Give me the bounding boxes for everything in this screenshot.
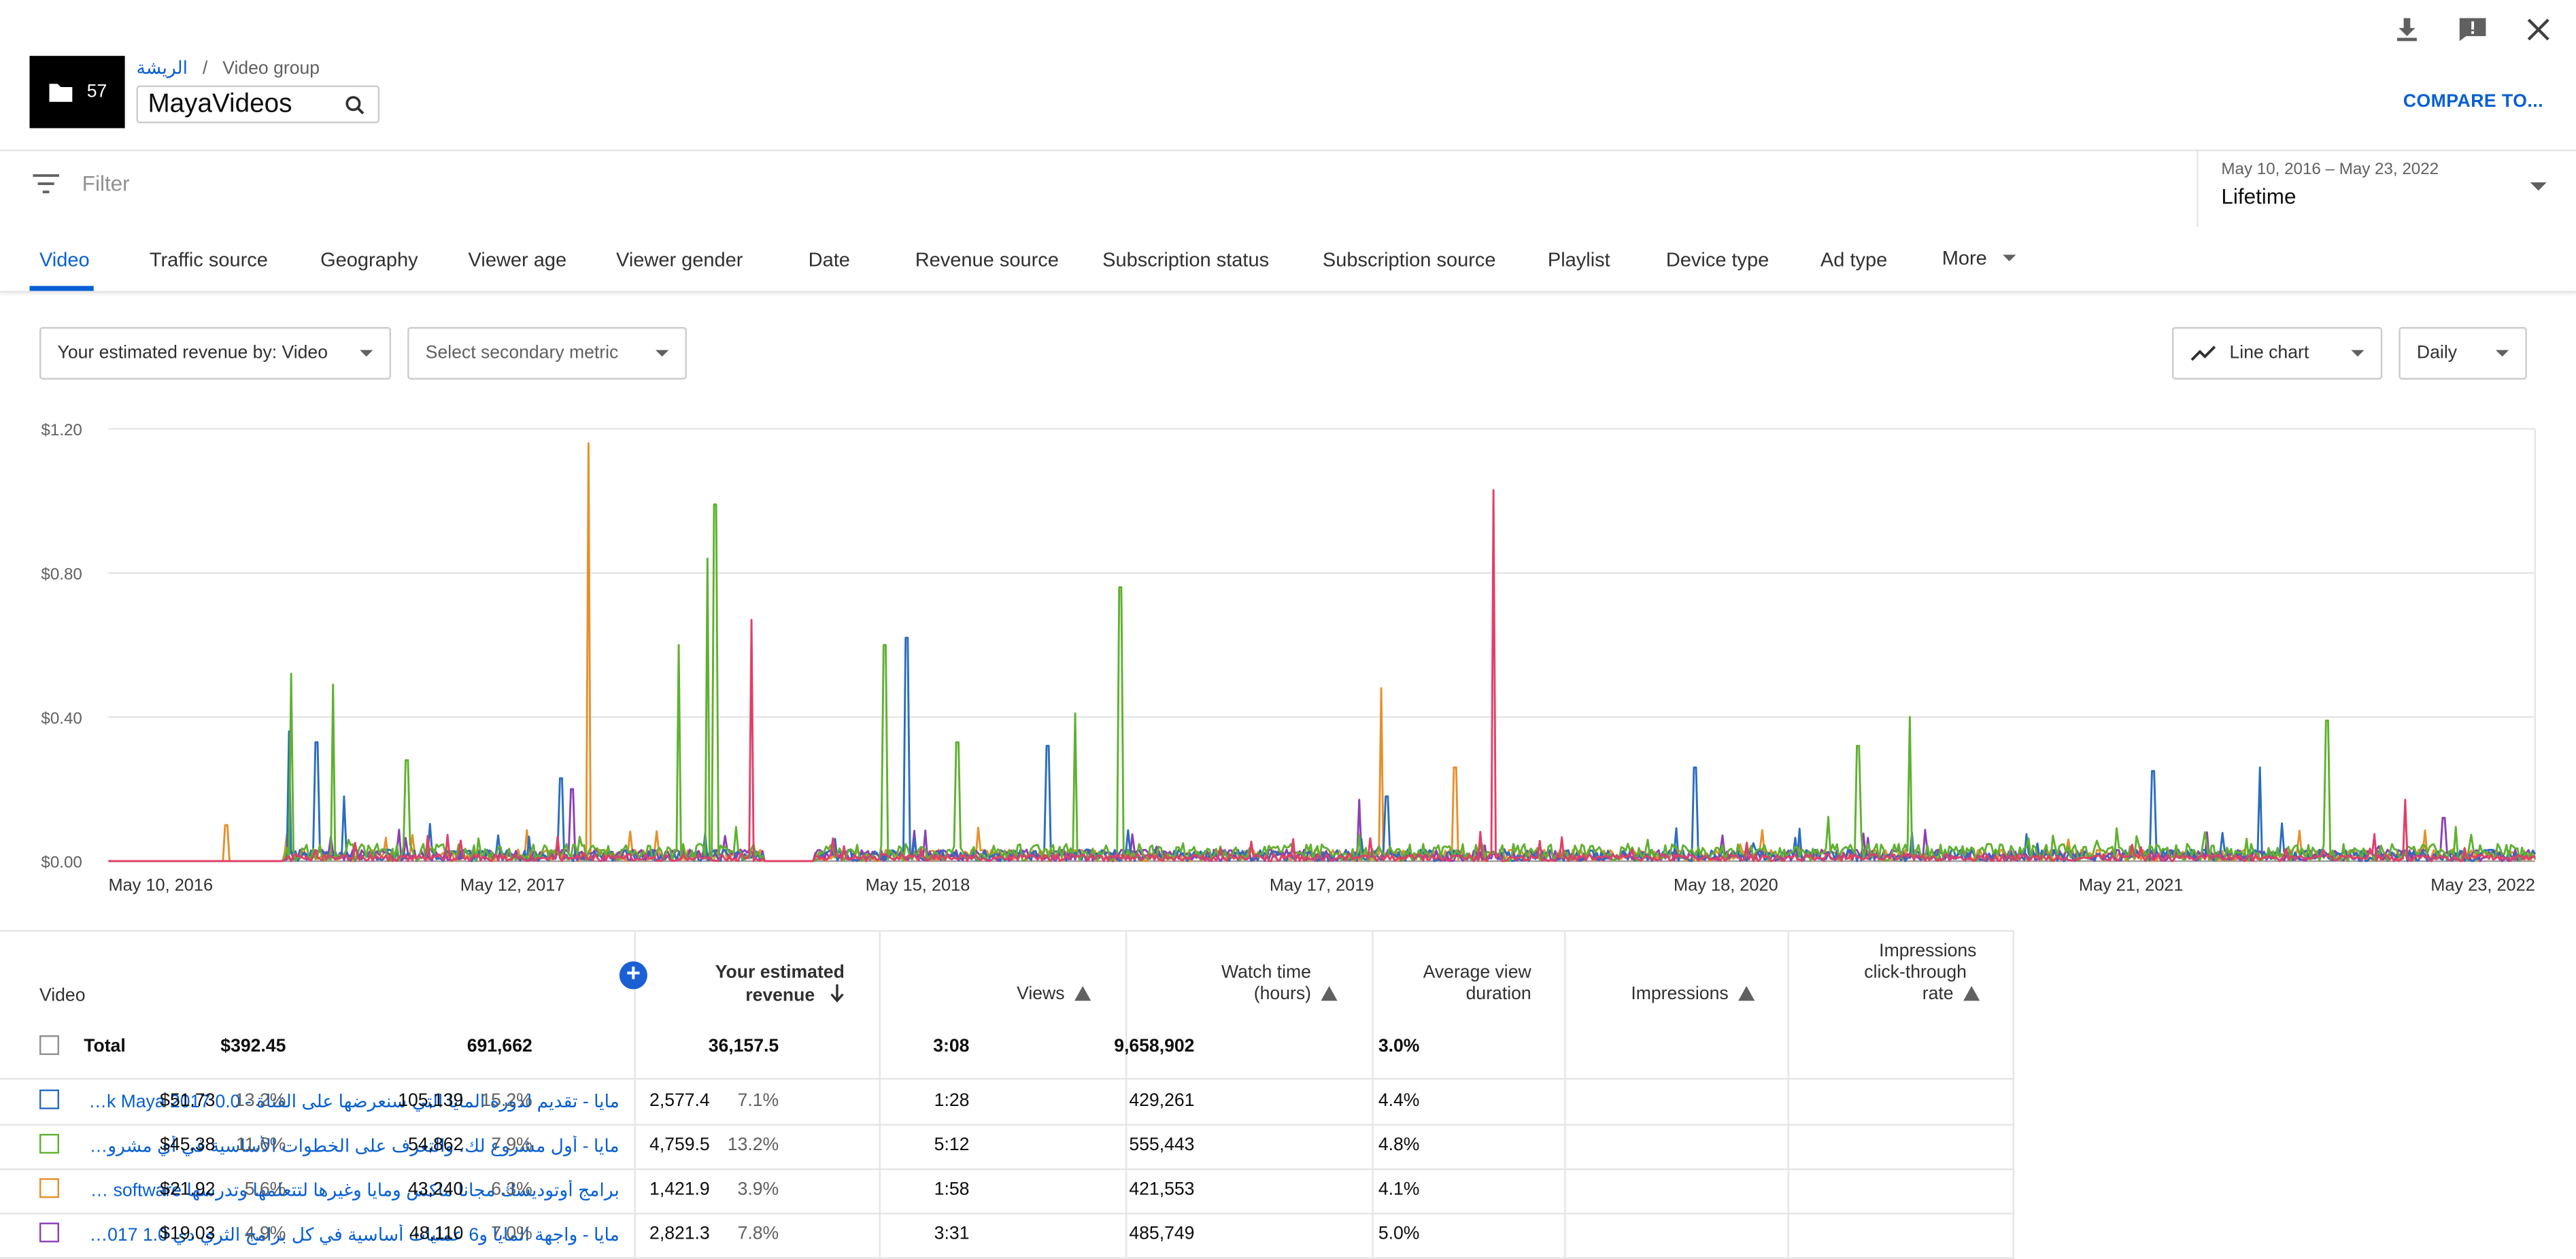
x-tick-label: May 12, 2017 — [460, 875, 565, 894]
y-tick-label: $0.00 — [41, 854, 82, 872]
table-row[interactable]: برامج أوتوديسك مجانا ماكس ومايا وغيرها ل… — [0, 1169, 2015, 1215]
select-all-checkbox[interactable] — [39, 1035, 59, 1056]
compare-to-button[interactable]: COMPARE TO... — [2403, 92, 2543, 112]
x-tick-label: May 18, 2020 — [1674, 875, 1778, 894]
row-checkbox[interactable] — [39, 1222, 59, 1243]
warning-icon[interactable] — [1074, 986, 1091, 1001]
x-tick-label: May 10, 2016 — [108, 875, 213, 894]
tab-more[interactable]: More — [1942, 246, 2016, 269]
tab-subscription-status[interactable]: Subscription status — [1102, 248, 1270, 271]
feedback-icon[interactable] — [2458, 15, 2487, 44]
tab-date[interactable]: Date — [808, 248, 850, 271]
series-line[interactable] — [108, 503, 2536, 862]
chevron-down-icon — [2351, 350, 2365, 357]
x-tick-label: May 21, 2021 — [2079, 875, 2184, 894]
series-line[interactable] — [108, 637, 2537, 862]
series-line[interactable] — [108, 489, 2536, 862]
tab-viewer-age[interactable]: Viewer age — [468, 248, 567, 271]
tab-device-type[interactable]: Device type — [1665, 248, 1769, 271]
date-range-label: Lifetime — [2221, 184, 2297, 209]
tab-video[interactable]: Video — [39, 248, 90, 271]
row-checkbox[interactable] — [39, 1178, 59, 1198]
table-row[interactable]: مايا - أول مشروع لك، والتعرف على الخطوات… — [0, 1124, 2015, 1171]
column-header-views[interactable]: Views — [1017, 984, 1091, 1005]
total-row: Total $392.45 691,662 36,157.5 3:08 9,65… — [0, 1015, 2015, 1080]
tab-geography[interactable]: Geography — [320, 248, 418, 271]
video-count: 57 — [86, 82, 107, 102]
granularity-select[interactable]: Daily — [2399, 326, 2527, 380]
add-metric-button[interactable]: + — [619, 960, 647, 990]
tab-ad-type[interactable]: Ad type — [1820, 248, 1888, 271]
table-row[interactable]: مايا - واجهة المايا و6 عمليات أساسية في … — [0, 1213, 2015, 1259]
close-icon[interactable] — [2524, 15, 2553, 44]
tab-subscription-source[interactable]: Subscription source — [1322, 248, 1496, 271]
line-chart-icon — [2190, 346, 2216, 361]
revenue-line-chart[interactable]: $1.20 $0.80 $0.40 $0.00 May 10, 2016 May 12, … — [0, 403, 2576, 912]
folder-icon — [49, 83, 73, 101]
filter-bar[interactable]: Filter — [33, 171, 130, 196]
group-name-field[interactable]: MayaVideos — [136, 85, 380, 124]
group-thumbnail: 57 — [29, 56, 125, 129]
search-icon[interactable] — [345, 95, 365, 114]
chevron-down-icon — [2495, 350, 2509, 357]
column-header-watch-time[interactable]: Watch time (hours) — [1221, 963, 1338, 1006]
primary-metric-select[interactable]: Your estimated revenue by: Video — [39, 326, 392, 380]
breadcrumb-channel-link[interactable]: الريشة — [136, 58, 188, 79]
chevron-down-icon — [655, 350, 669, 357]
filter-icon[interactable] — [33, 173, 59, 193]
chevron-down-icon — [2002, 254, 2016, 262]
video-table: Video + Your estimated revenue Views Wat… — [0, 930, 2576, 1259]
dimension-tabs: Video Traffic source Geography Viewer ag… — [0, 230, 2576, 293]
filter-input[interactable]: Filter — [82, 171, 130, 196]
table-row[interactable]: مايا - تقديم لدورة المايا التي سنعرضها ع… — [0, 1079, 2015, 1126]
chart-type-select[interactable]: Line chart — [2171, 326, 2383, 380]
date-range-selector[interactable]: May 10, 2016 – May 23, 2022 Lifetime — [2197, 149, 2576, 227]
column-header-revenue[interactable]: Your estimated revenue — [715, 962, 845, 1006]
tab-traffic-source[interactable]: Traffic source — [149, 248, 268, 271]
column-header-average-view-duration[interactable]: Average view duration — [1423, 962, 1531, 1005]
breadcrumb-current: Video group — [222, 58, 320, 79]
divider — [0, 149, 2576, 152]
sort-descending-icon[interactable] — [830, 984, 845, 1003]
chevron-down-icon — [2530, 182, 2547, 191]
chevron-down-icon — [360, 350, 373, 357]
column-header-ctr[interactable]: Impressions click-through rate — [1864, 941, 1980, 1005]
breadcrumb: الريشة / Video group — [136, 58, 320, 79]
series-line[interactable] — [108, 442, 2537, 862]
y-tick-label: $1.20 — [41, 421, 82, 439]
tab-viewer-gender[interactable]: Viewer gender — [615, 248, 743, 271]
date-range-text: May 10, 2016 – May 23, 2022 — [2221, 161, 2439, 180]
download-icon[interactable] — [2392, 15, 2422, 44]
group-name: MayaVideos — [148, 89, 292, 118]
y-tick-label: $0.40 — [41, 709, 82, 728]
secondary-metric-select[interactable]: Select secondary metric — [407, 326, 687, 380]
x-tick-label: May 15, 2018 — [866, 875, 970, 894]
row-checkbox[interactable] — [39, 1134, 59, 1154]
tab-revenue-source[interactable]: Revenue source — [915, 248, 1059, 271]
warning-icon[interactable] — [1738, 986, 1755, 1001]
row-checkbox[interactable] — [39, 1089, 59, 1109]
active-tab-indicator — [29, 286, 94, 291]
y-tick-label: $0.80 — [41, 565, 82, 584]
x-tick-label: May 23, 2022 — [2430, 875, 2535, 894]
column-header-impressions[interactable]: Impressions — [1631, 984, 1755, 1005]
warning-icon[interactable] — [1963, 986, 1980, 1001]
tab-playlist[interactable]: Playlist — [1547, 248, 1610, 271]
column-header-video: Video — [39, 986, 86, 1006]
x-tick-label: May 17, 2019 — [1270, 875, 1374, 894]
warning-icon[interactable] — [1321, 986, 1338, 1001]
